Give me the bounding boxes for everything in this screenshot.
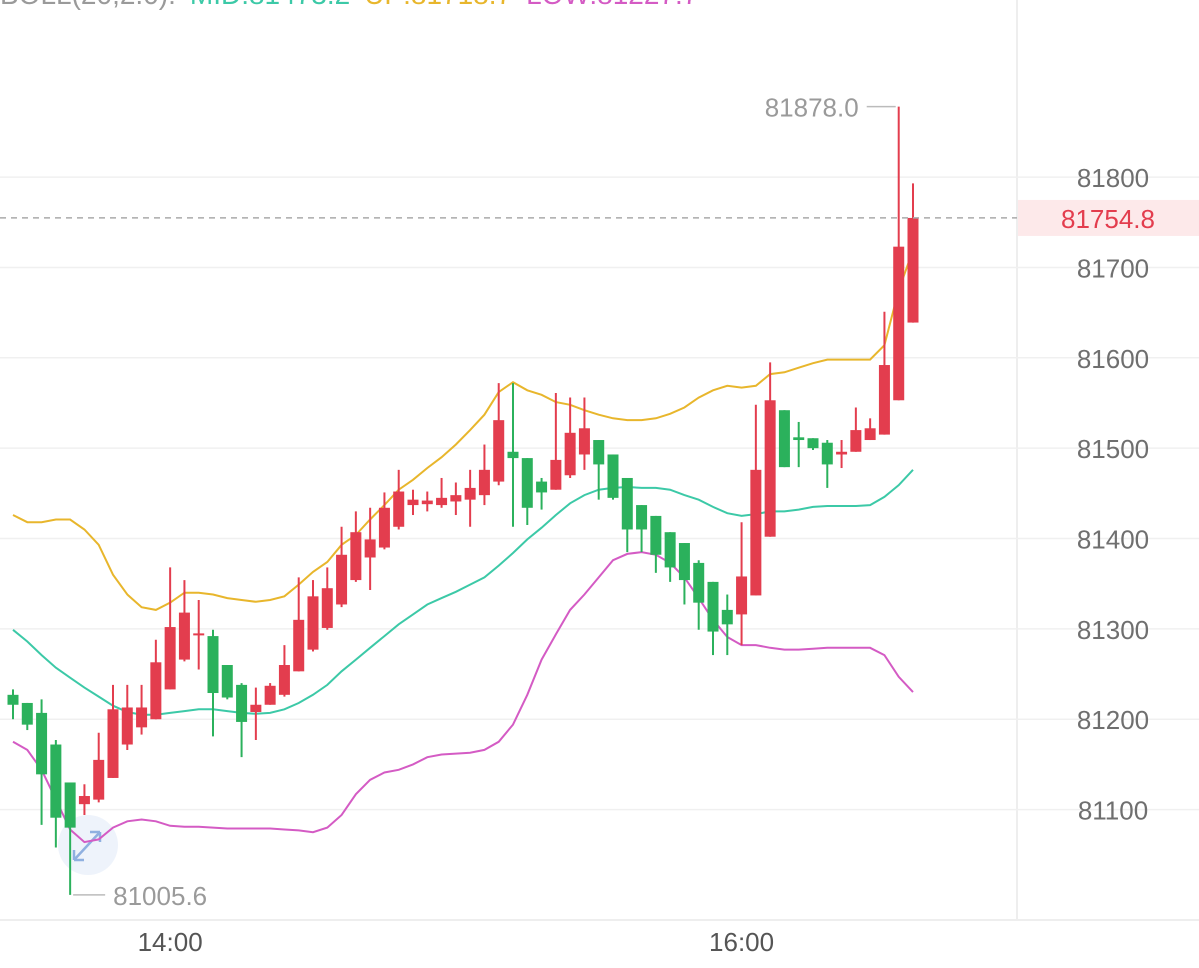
expand-icon bbox=[58, 815, 118, 875]
candle-body bbox=[721, 609, 733, 625]
candle-body bbox=[664, 532, 676, 568]
candle-body bbox=[464, 487, 476, 500]
y-tick-label: 81400 bbox=[1077, 525, 1149, 555]
candle-body bbox=[693, 562, 705, 603]
candle-body bbox=[678, 543, 690, 581]
candle-body bbox=[178, 612, 190, 660]
overlay-lines bbox=[12, 249, 914, 844]
candle-body bbox=[336, 554, 348, 605]
candle-body bbox=[493, 420, 505, 482]
overlay-label: UP:81718.7 bbox=[364, 0, 512, 10]
candle-body bbox=[450, 495, 462, 502]
candle-body bbox=[221, 665, 233, 698]
annotation-label: 81878.0 bbox=[765, 93, 859, 123]
candle-body bbox=[7, 694, 19, 705]
candle-body bbox=[250, 704, 262, 712]
overlay-label: MID:81473.2 bbox=[190, 0, 350, 10]
candle-body bbox=[364, 539, 376, 558]
candle-body bbox=[650, 515, 662, 555]
candle-body bbox=[264, 685, 276, 705]
candle-body bbox=[793, 437, 805, 441]
candle-body bbox=[150, 662, 162, 720]
candle-body bbox=[321, 588, 333, 628]
candle-body bbox=[36, 712, 48, 775]
candle-body bbox=[850, 430, 862, 452]
candle-body bbox=[378, 507, 390, 548]
candle-body bbox=[136, 707, 148, 728]
candle-body bbox=[893, 246, 905, 401]
overlay-label: LOW:81227.7 bbox=[526, 0, 698, 10]
last-price-bg bbox=[1018, 199, 1199, 236]
y-tick-label: 81800 bbox=[1077, 163, 1149, 193]
candle-body bbox=[750, 469, 762, 596]
candle-body bbox=[293, 619, 305, 672]
candle-body bbox=[278, 665, 290, 695]
candle-body bbox=[478, 469, 490, 496]
bollinger-line bbox=[12, 469, 914, 716]
candle-body bbox=[764, 400, 776, 537]
y-tick-label: 81200 bbox=[1077, 705, 1149, 735]
candle-body bbox=[64, 782, 76, 828]
candle-body bbox=[21, 702, 33, 725]
candle-body bbox=[607, 454, 619, 498]
candle-body bbox=[550, 459, 562, 490]
x-tick-label: 14:00 bbox=[138, 927, 203, 957]
indicator-label: BOLL(20,2.0): bbox=[0, 0, 176, 10]
y-tick-label: 81700 bbox=[1077, 253, 1149, 283]
candle-body bbox=[236, 684, 248, 722]
candle-body bbox=[593, 440, 605, 465]
candle-body bbox=[193, 633, 205, 636]
candle-body bbox=[393, 491, 405, 527]
bollinger-line bbox=[12, 249, 914, 611]
candle-body bbox=[521, 458, 533, 508]
candle-body bbox=[407, 499, 419, 506]
candle-body bbox=[864, 428, 876, 441]
candle-body bbox=[807, 438, 819, 449]
candle-body bbox=[821, 442, 833, 465]
y-tick-label: 81600 bbox=[1077, 344, 1149, 374]
candle-body bbox=[164, 627, 176, 690]
candle-body bbox=[878, 365, 890, 435]
annotation-label: 81005.6 bbox=[113, 881, 207, 911]
candle-body bbox=[307, 596, 319, 650]
candle-body bbox=[621, 477, 633, 530]
candle-body bbox=[578, 428, 590, 455]
candle-body bbox=[636, 505, 648, 530]
bollinger-line bbox=[12, 551, 914, 844]
y-tick-label: 81100 bbox=[1078, 796, 1148, 826]
y-tick-label: 81300 bbox=[1077, 615, 1149, 645]
candle-body bbox=[564, 432, 576, 476]
candle-body bbox=[736, 576, 748, 615]
candle-body bbox=[907, 217, 919, 323]
candle-body bbox=[778, 410, 790, 468]
candle-body bbox=[707, 581, 719, 632]
candle-body bbox=[93, 759, 105, 800]
candle-body bbox=[107, 709, 119, 778]
indicator-header: BOLL(20,2.0): MID:81473.2 UP:81718.7 LOW:81… bbox=[0, 0, 698, 10]
candle-body bbox=[207, 636, 219, 694]
x-tick-label: 16:00 bbox=[709, 927, 774, 957]
last-price-label: 81754.8 bbox=[1061, 204, 1155, 234]
candles bbox=[7, 106, 919, 895]
candle-body bbox=[536, 481, 548, 493]
candle-body bbox=[836, 451, 848, 455]
candle-body bbox=[436, 497, 448, 506]
candle-body bbox=[350, 532, 362, 581]
candle-body bbox=[78, 796, 90, 805]
candle-body bbox=[421, 500, 433, 505]
candle-body bbox=[50, 744, 62, 818]
y-tick-label: 81500 bbox=[1077, 434, 1149, 464]
candle-body bbox=[121, 707, 133, 745]
icon-arrows bbox=[72, 830, 102, 862]
candle-body bbox=[507, 451, 519, 459]
